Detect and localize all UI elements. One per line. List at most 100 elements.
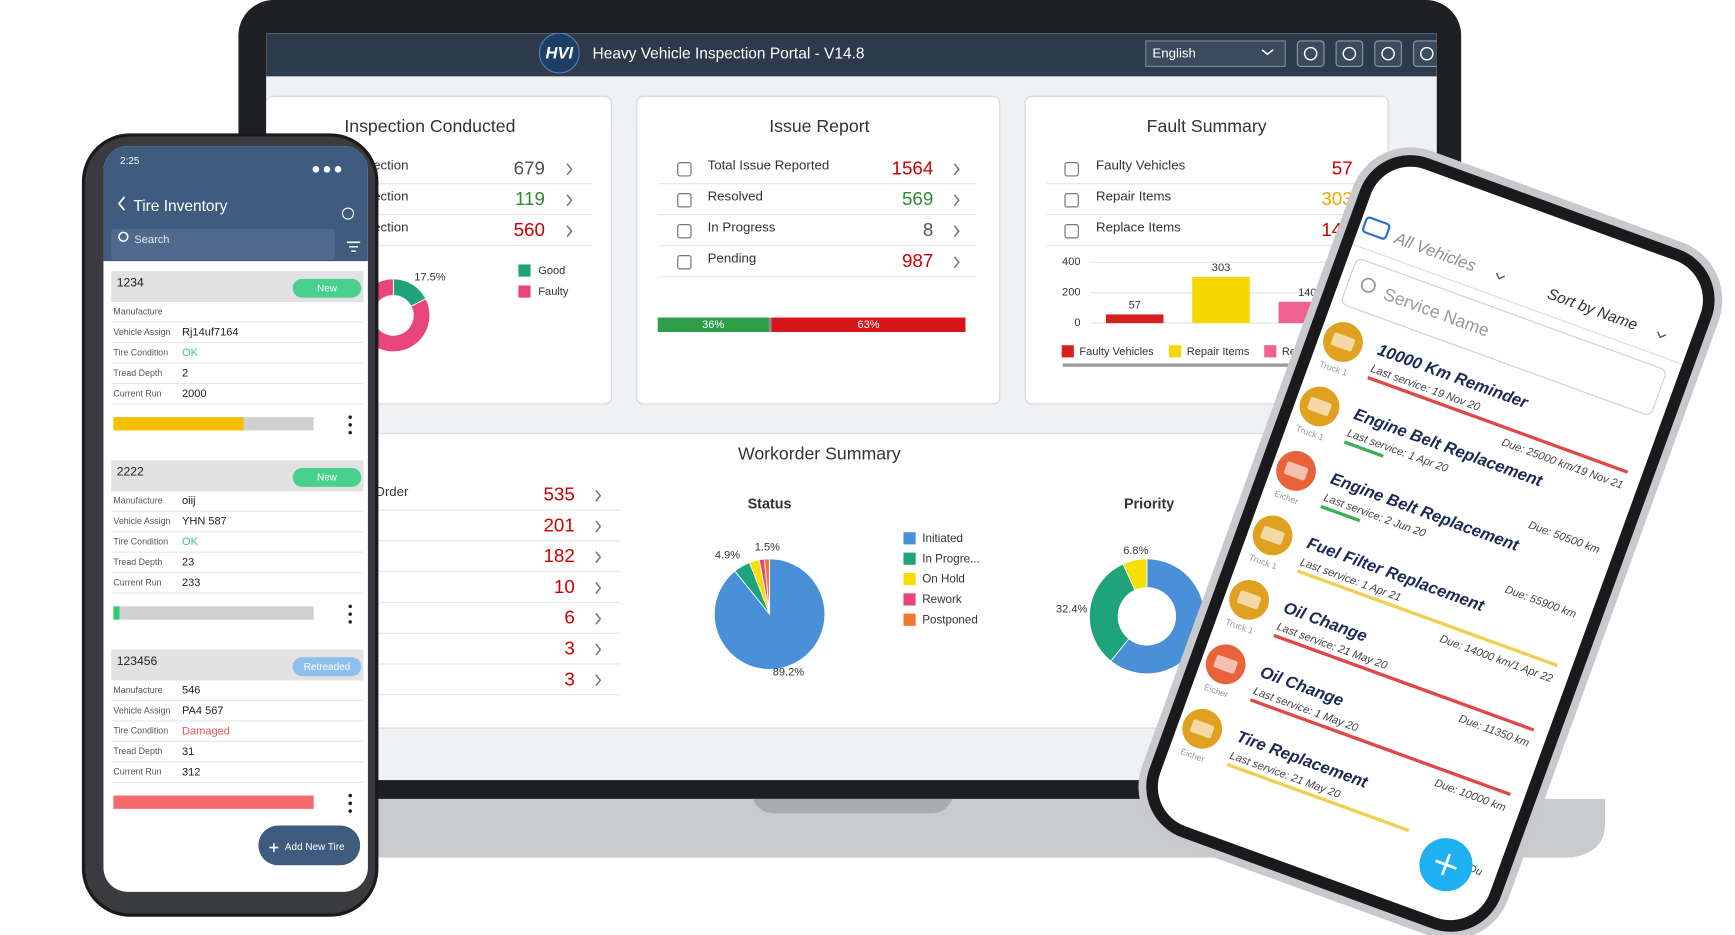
- field-value: 233: [182, 577, 200, 589]
- add-button[interactable]: [258, 825, 361, 866]
- legend-swatch: [903, 532, 916, 545]
- field-label: Vehicle Assign: [113, 516, 170, 526]
- field-label: Vehicle Assign: [113, 327, 170, 337]
- field-value: OK: [182, 347, 199, 359]
- slice-label: 17.5%: [414, 272, 446, 284]
- toolbar-button[interactable]: [1374, 40, 1402, 67]
- search-box[interactable]: [1341, 258, 1668, 417]
- chevron[interactable]: [953, 225, 960, 238]
- slice-label: 6.8%: [1123, 545, 1148, 557]
- bar-value-label: 303: [1212, 262, 1230, 274]
- search-icon: [1360, 277, 1376, 293]
- legend-label: On Hold: [922, 573, 965, 586]
- chevron[interactable]: [953, 163, 960, 176]
- row-value: 987: [902, 250, 933, 271]
- legend-label: Faulty Vehicles: [1079, 346, 1154, 358]
- toolbar-button[interactable]: [1335, 40, 1364, 67]
- phone-screen: [103, 146, 368, 892]
- badge: [292, 468, 362, 487]
- chevron[interactable]: [566, 225, 573, 238]
- menu-dot[interactable]: [348, 801, 352, 806]
- field-value: PA4 567: [182, 705, 224, 717]
- filter-icon[interactable]: [346, 241, 361, 252]
- language-select[interactable]: [1145, 40, 1286, 67]
- vehicle-glyph: [1284, 461, 1309, 481]
- bar-value-label: 57: [1129, 299, 1141, 311]
- truck-icon: [1361, 216, 1391, 240]
- toolbar-icon: [1381, 46, 1395, 61]
- vehicle-glyph: [1213, 654, 1238, 674]
- row-label: Pending: [708, 250, 757, 265]
- progress-track: [113, 606, 314, 620]
- vehicle-glyph: [1190, 719, 1215, 739]
- progress-segment: [771, 317, 966, 332]
- vehicle-glyph: [1330, 332, 1356, 352]
- chevron[interactable]: [595, 520, 602, 533]
- row-icon: [1064, 193, 1079, 208]
- vehicle-glyph: [1260, 526, 1285, 545]
- dropdown-icon: [1495, 272, 1506, 280]
- row-label: Repair Items: [1096, 188, 1172, 203]
- slice-label: 4.9%: [715, 549, 740, 561]
- chevron[interactable]: [566, 194, 573, 207]
- progress-fill: [113, 795, 314, 809]
- chevron[interactable]: [566, 163, 573, 176]
- toolbar-button[interactable]: [1296, 40, 1325, 67]
- badge-label: New: [317, 283, 338, 294]
- chevron[interactable]: [1261, 49, 1274, 56]
- field-label: Vehicle Assign: [113, 705, 170, 715]
- field-label: Tread Depth: [113, 557, 162, 567]
- chart-title: Status: [748, 496, 792, 512]
- chevron[interactable]: [595, 581, 602, 595]
- service-progress: [1249, 698, 1511, 797]
- add-button-label[interactable]: Add New Tire: [285, 842, 345, 853]
- menu-dot[interactable]: [348, 604, 352, 609]
- header-divider: [1352, 243, 1683, 365]
- field-label: Manufacture: [113, 306, 162, 316]
- menu-dot[interactable]: [348, 430, 352, 435]
- search-box[interactable]: [111, 229, 335, 261]
- row-label: Replace Items: [1096, 219, 1181, 234]
- back-icon[interactable]: [117, 196, 126, 211]
- menu-dot[interactable]: [348, 793, 352, 798]
- progress-fill: [113, 417, 244, 431]
- card-id: 2222: [117, 465, 144, 479]
- bar-value-label: 140: [1298, 287, 1316, 299]
- menu-dot[interactable]: [348, 423, 352, 427]
- legend-label: Rework: [922, 593, 962, 606]
- menu-dot[interactable]: [348, 620, 352, 624]
- menu-dot[interactable]: [348, 809, 352, 813]
- row-label: Resolved: [708, 188, 763, 203]
- chevron[interactable]: [595, 612, 602, 625]
- chevron[interactable]: [595, 489, 602, 502]
- toolbar-button[interactable]: [1413, 40, 1441, 67]
- header-icon[interactable]: [341, 207, 355, 220]
- field-value: Damaged: [182, 725, 230, 737]
- chevron[interactable]: [595, 674, 602, 687]
- row-icon: [1064, 162, 1079, 177]
- row-label: Faulty Vehicles: [1096, 157, 1186, 172]
- service-progress: [1296, 569, 1558, 668]
- toolbar-icon: [1420, 46, 1434, 61]
- menu-dot[interactable]: [348, 415, 352, 419]
- progress-segment: [657, 317, 769, 332]
- fab-plus: [1435, 853, 1457, 876]
- chevron[interactable]: [953, 256, 960, 269]
- row-value: 1564: [892, 157, 934, 178]
- field-label: Current Run: [113, 767, 161, 777]
- chevron[interactable]: [953, 194, 960, 207]
- menu-dot[interactable]: [348, 612, 352, 616]
- logo-badge: [538, 33, 580, 74]
- search-icon: [118, 231, 129, 242]
- language[interactable]: English: [1152, 46, 1196, 61]
- field-value: Rj14uf7164: [182, 326, 239, 338]
- field-label: Manufacture: [113, 685, 162, 695]
- field-label: Tread Depth: [113, 368, 162, 378]
- chevron[interactable]: [595, 551, 602, 564]
- field-label: Tire Condition: [113, 537, 168, 547]
- field-value: 312: [182, 766, 200, 778]
- chevron[interactable]: [595, 643, 602, 656]
